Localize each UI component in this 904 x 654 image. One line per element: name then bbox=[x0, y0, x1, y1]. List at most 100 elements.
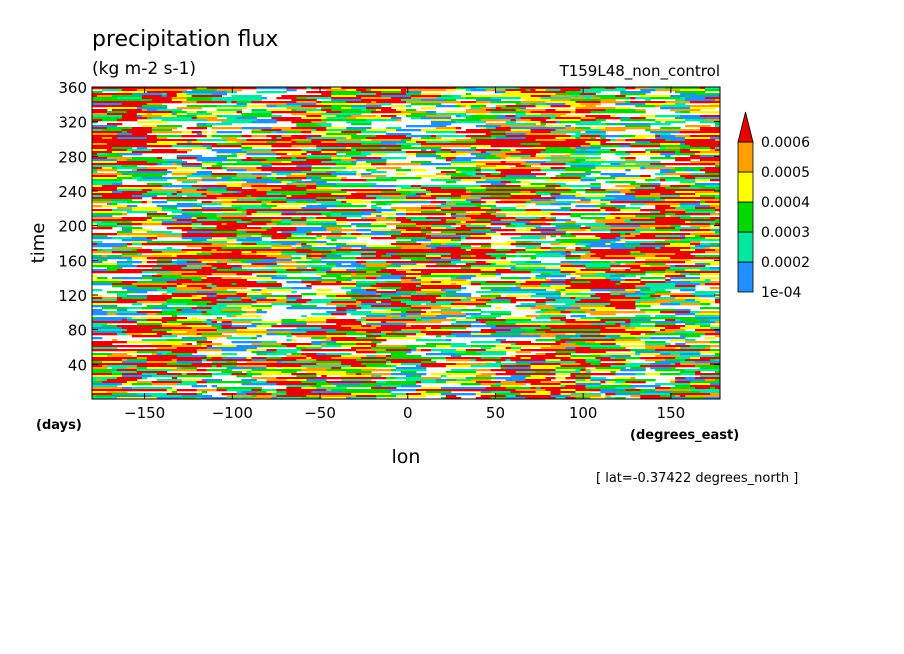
heatmap-cell bbox=[470, 333, 492, 336]
heatmap-cell bbox=[296, 191, 317, 194]
heatmap-cell bbox=[670, 169, 676, 172]
heatmap-cell bbox=[455, 363, 487, 366]
heatmap-cell bbox=[401, 89, 407, 92]
heatmap-cell bbox=[406, 217, 427, 220]
heatmap-cell bbox=[376, 271, 407, 274]
heatmap-cell bbox=[251, 219, 272, 222]
heatmap-cell bbox=[465, 93, 472, 96]
heatmap-cell bbox=[92, 301, 108, 304]
heatmap-cell bbox=[356, 305, 372, 308]
heatmap-cell bbox=[530, 363, 551, 366]
heatmap-cell bbox=[565, 323, 591, 326]
heatmap-cell bbox=[206, 135, 213, 138]
heatmap-cell bbox=[700, 269, 721, 272]
heatmap-cell bbox=[341, 345, 372, 348]
heatmap-cell bbox=[455, 103, 487, 106]
heatmap-cell bbox=[161, 119, 183, 122]
heatmap-cell bbox=[111, 247, 143, 250]
heatmap-cell bbox=[615, 139, 626, 142]
heatmap-cell bbox=[665, 187, 681, 190]
heatmap-cell bbox=[116, 159, 128, 162]
heatmap-cell bbox=[640, 297, 646, 300]
heatmap-cell bbox=[96, 225, 118, 228]
heatmap-cell bbox=[575, 297, 601, 300]
heatmap-cell bbox=[650, 87, 666, 90]
heatmap-cell bbox=[655, 187, 666, 190]
heatmap-cell bbox=[291, 159, 307, 162]
heatmap-cell bbox=[361, 173, 372, 176]
heatmap-cell bbox=[680, 183, 696, 186]
heatmap-cell bbox=[386, 133, 412, 136]
heatmap-cell bbox=[670, 139, 686, 142]
heatmap-cell bbox=[171, 173, 193, 176]
heatmap-cell bbox=[420, 317, 437, 320]
heatmap-cell bbox=[565, 293, 596, 296]
heatmap-cell bbox=[356, 117, 382, 120]
heatmap-cell bbox=[106, 107, 138, 110]
heatmap-cell bbox=[246, 193, 267, 196]
heatmap-cell bbox=[246, 231, 277, 234]
heatmap-cell bbox=[435, 127, 457, 130]
heatmap-cell bbox=[191, 141, 203, 144]
heatmap-cell bbox=[615, 283, 621, 286]
heatmap-cell bbox=[580, 93, 596, 96]
heatmap-cell bbox=[256, 199, 272, 202]
heatmap-cell bbox=[336, 155, 367, 158]
heatmap-cell bbox=[490, 173, 502, 176]
heatmap-cell bbox=[291, 287, 312, 290]
heatmap-cell bbox=[96, 169, 118, 172]
heatmap-cell bbox=[101, 297, 118, 300]
heatmap-cell bbox=[670, 383, 691, 386]
heatmap-cell bbox=[326, 335, 347, 338]
heatmap-cell bbox=[600, 295, 626, 298]
heatmap-cell bbox=[475, 177, 482, 180]
heatmap-cell bbox=[226, 367, 257, 370]
heatmap-cell bbox=[530, 129, 556, 132]
heatmap-cell bbox=[580, 269, 611, 272]
heatmap-cell bbox=[196, 133, 203, 136]
heatmap-cell bbox=[171, 177, 183, 180]
heatmap-cell bbox=[510, 223, 527, 226]
heatmap-cell bbox=[371, 91, 382, 94]
heatmap-cell bbox=[251, 109, 267, 112]
heatmap-cell bbox=[555, 289, 561, 292]
heatmap-cell bbox=[111, 183, 123, 186]
heatmap-cell bbox=[460, 171, 467, 174]
heatmap-cell bbox=[111, 341, 128, 344]
heatmap-cell bbox=[326, 311, 347, 314]
heatmap-cell bbox=[460, 299, 472, 302]
heatmap-cell bbox=[590, 177, 596, 180]
heatmap-cell bbox=[271, 219, 282, 222]
heatmap-cell bbox=[201, 287, 213, 290]
heatmap-cell bbox=[415, 285, 422, 288]
heatmap-cell bbox=[655, 233, 661, 236]
heatmap-cell bbox=[430, 143, 457, 146]
heatmap-cell bbox=[321, 275, 342, 278]
heatmap-cell bbox=[645, 311, 661, 314]
heatmap-cell bbox=[470, 145, 492, 148]
heatmap-cell bbox=[665, 281, 691, 284]
heatmap-cell bbox=[151, 353, 158, 356]
heatmap-cell bbox=[530, 195, 541, 198]
heatmap-cell bbox=[680, 395, 686, 398]
heatmap-cell bbox=[420, 187, 442, 190]
heatmap-cell bbox=[520, 213, 536, 216]
heatmap-cell bbox=[206, 87, 227, 90]
heatmap-cell bbox=[545, 349, 561, 352]
heatmap-cell bbox=[520, 255, 536, 258]
heatmap-cell bbox=[146, 297, 173, 300]
heatmap-cell bbox=[475, 291, 507, 294]
heatmap-cell bbox=[660, 185, 671, 188]
heatmap-cell bbox=[92, 237, 113, 240]
heatmap-cell bbox=[146, 339, 168, 342]
heatmap-cell bbox=[171, 333, 198, 336]
heatmap-cell bbox=[465, 313, 472, 316]
heatmap-cell bbox=[396, 213, 407, 216]
heatmap-cell bbox=[690, 357, 701, 360]
heatmap-cell bbox=[715, 231, 721, 234]
heatmap-cell bbox=[580, 179, 596, 182]
y-tick-label: 40 bbox=[68, 356, 87, 374]
heatmap-cell bbox=[570, 147, 576, 150]
heatmap-cell bbox=[690, 185, 706, 188]
heatmap-cell bbox=[470, 365, 502, 368]
